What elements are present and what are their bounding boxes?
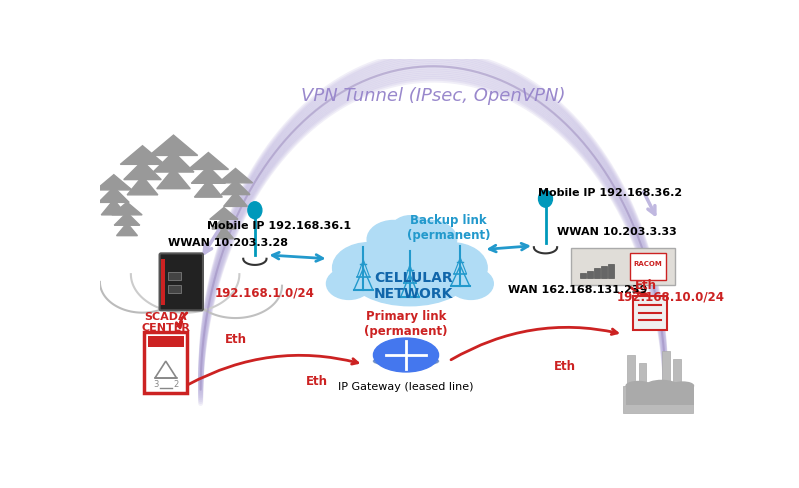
FancyBboxPatch shape: [608, 264, 614, 278]
Ellipse shape: [448, 268, 493, 300]
Text: Eth: Eth: [635, 279, 658, 292]
Ellipse shape: [332, 243, 406, 293]
Text: SCADA
CENTER: SCADA CENTER: [141, 312, 190, 333]
FancyArrowPatch shape: [451, 327, 618, 360]
FancyArrowPatch shape: [189, 355, 358, 385]
FancyArrowPatch shape: [629, 286, 648, 298]
Polygon shape: [214, 227, 233, 239]
Ellipse shape: [414, 243, 487, 293]
FancyArrowPatch shape: [272, 252, 323, 261]
Polygon shape: [153, 152, 194, 172]
Polygon shape: [149, 135, 197, 155]
Ellipse shape: [672, 382, 694, 389]
Polygon shape: [98, 187, 129, 203]
FancyBboxPatch shape: [626, 386, 651, 405]
Polygon shape: [101, 200, 126, 215]
FancyArrowPatch shape: [489, 244, 528, 252]
Text: Mobile IP 192.168.36.1: Mobile IP 192.168.36.1: [207, 222, 351, 231]
Polygon shape: [114, 213, 140, 225]
Text: Eth: Eth: [225, 333, 247, 346]
Text: RACOM: RACOM: [634, 261, 662, 267]
Polygon shape: [218, 168, 252, 183]
Polygon shape: [233, 193, 237, 202]
Text: IP Gateway (leased line): IP Gateway (leased line): [338, 383, 474, 392]
FancyBboxPatch shape: [168, 285, 181, 293]
Polygon shape: [194, 180, 222, 197]
FancyBboxPatch shape: [594, 268, 600, 278]
FancyBboxPatch shape: [161, 259, 165, 305]
FancyBboxPatch shape: [633, 296, 667, 329]
Polygon shape: [112, 202, 142, 215]
Polygon shape: [157, 168, 190, 189]
Text: VPN Tunnel (IPsec, OpenVPN): VPN Tunnel (IPsec, OpenVPN): [301, 86, 566, 104]
Polygon shape: [124, 161, 161, 180]
FancyArrowPatch shape: [177, 313, 187, 327]
Polygon shape: [96, 175, 132, 190]
Polygon shape: [121, 146, 165, 164]
FancyBboxPatch shape: [672, 386, 694, 405]
FancyBboxPatch shape: [148, 336, 184, 347]
Text: CELLULAR
NETWORK: CELLULAR NETWORK: [374, 271, 454, 301]
Text: 3: 3: [153, 380, 158, 389]
Text: Backup link
(permanent): Backup link (permanent): [407, 214, 491, 242]
Ellipse shape: [349, 243, 471, 305]
FancyBboxPatch shape: [587, 271, 593, 278]
FancyBboxPatch shape: [623, 386, 693, 413]
FancyBboxPatch shape: [571, 247, 675, 285]
Polygon shape: [140, 178, 145, 189]
Ellipse shape: [368, 221, 420, 258]
FancyBboxPatch shape: [674, 359, 681, 389]
Text: 192.168.1.0/24: 192.168.1.0/24: [215, 287, 315, 300]
FancyBboxPatch shape: [160, 253, 203, 310]
Polygon shape: [191, 166, 225, 183]
Ellipse shape: [539, 190, 552, 207]
Ellipse shape: [373, 338, 439, 372]
Polygon shape: [212, 217, 236, 229]
Text: WAN 162.168.131.239: WAN 162.168.131.239: [508, 285, 648, 295]
Polygon shape: [117, 223, 137, 236]
Text: Mobile IP 192.168.36.2: Mobile IP 192.168.36.2: [538, 188, 682, 198]
Polygon shape: [127, 176, 158, 195]
Polygon shape: [171, 170, 177, 182]
Polygon shape: [112, 201, 116, 210]
Text: WWAN 10.203.3.33: WWAN 10.203.3.33: [557, 227, 677, 237]
Polygon shape: [210, 207, 238, 219]
Polygon shape: [125, 224, 129, 232]
FancyBboxPatch shape: [638, 363, 646, 389]
Text: 2: 2: [173, 380, 178, 389]
FancyBboxPatch shape: [168, 272, 181, 280]
Polygon shape: [224, 192, 248, 206]
Ellipse shape: [390, 216, 430, 250]
Text: Eth: Eth: [306, 375, 328, 388]
Ellipse shape: [327, 268, 372, 300]
Ellipse shape: [626, 382, 651, 390]
FancyBboxPatch shape: [580, 273, 586, 278]
FancyBboxPatch shape: [646, 386, 678, 405]
Polygon shape: [222, 228, 225, 235]
Text: Primary link
(permanent): Primary link (permanent): [364, 310, 447, 338]
FancyBboxPatch shape: [662, 351, 670, 389]
Text: WWAN 10.203.3.28: WWAN 10.203.3.28: [168, 238, 288, 248]
FancyBboxPatch shape: [602, 266, 606, 278]
Text: 192.168.10.0/24: 192.168.10.0/24: [617, 291, 725, 304]
Ellipse shape: [373, 356, 439, 366]
Polygon shape: [189, 152, 229, 169]
FancyBboxPatch shape: [144, 332, 188, 393]
Polygon shape: [206, 182, 211, 192]
Ellipse shape: [646, 381, 678, 391]
Polygon shape: [221, 180, 250, 195]
Ellipse shape: [403, 221, 457, 258]
Text: Eth: Eth: [554, 360, 576, 373]
FancyBboxPatch shape: [627, 355, 634, 389]
FancyBboxPatch shape: [630, 253, 666, 280]
Ellipse shape: [248, 202, 262, 219]
